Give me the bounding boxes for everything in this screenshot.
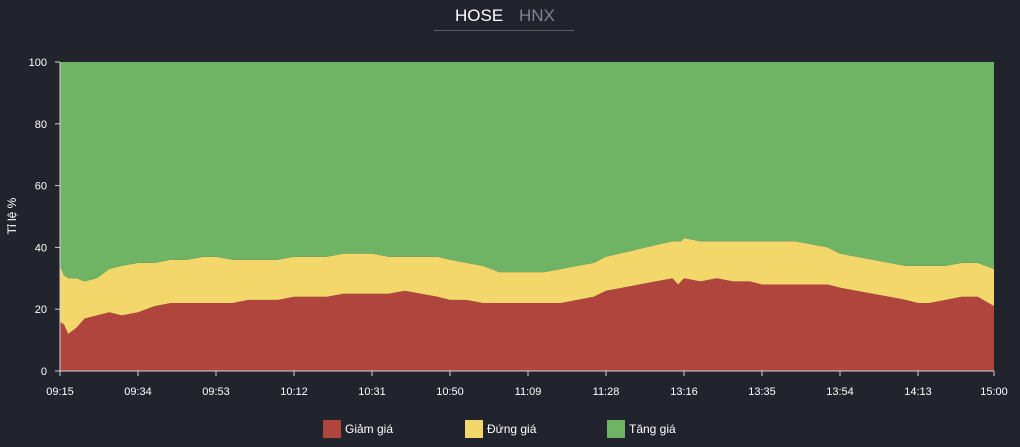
legend-label-giam-gia: Giảm giá [345,422,394,436]
x-tick-label: 13:54 [826,386,854,398]
y-tick-label: 40 [35,242,47,254]
y-axis-label: Tỉ lệ % [5,197,19,234]
y-tick-label: 0 [41,366,47,378]
x-tick-label: 14:13 [904,386,932,398]
y-tick-label: 60 [35,181,47,193]
x-tick-label: 10:50 [436,386,464,398]
tab-hnx[interactable]: HNX [519,6,555,25]
y-tick-label: 20 [35,304,47,316]
x-tick-label: 11:28 [593,386,620,398]
x-tick-label: 09:34 [124,386,152,398]
legend-swatch-tang-gia [607,420,625,438]
tab-hose[interactable]: HOSE [455,6,504,25]
x-tick-label: 11:09 [515,386,542,398]
x-tick-label: 10:31 [358,386,386,398]
exchange-tabs: HOSE HNX [434,0,574,31]
series-area-2[interactable] [60,62,994,282]
x-tick-label: 13:16 [670,386,698,398]
legend-label-dung-gia: Đứng giá [487,422,537,436]
x-tick-label: 15:00 [980,386,1008,398]
x-tick-label: 13:35 [748,386,776,398]
legend-swatch-dung-gia [465,420,483,438]
legend-label-tang-gia: Tăng giá [629,422,676,436]
legend-swatch-giam-gia [323,420,341,438]
x-tick-label: 09:15 [46,386,74,398]
x-tick-label: 10:12 [280,386,308,398]
series-area-1[interactable] [60,238,994,334]
series-area-0[interactable] [60,278,994,371]
y-tick-label: 80 [35,119,47,131]
y-tick-label: 100 [29,57,47,69]
x-tick-label: 09:53 [202,386,230,398]
